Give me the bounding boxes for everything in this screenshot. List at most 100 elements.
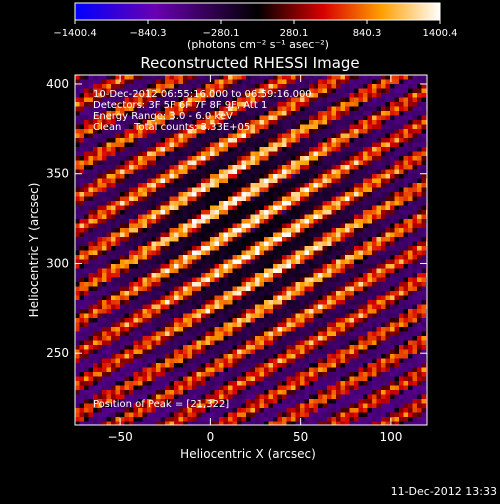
heatmap-cell: [368, 201, 373, 206]
heatmap-cell: [368, 170, 373, 175]
heatmap-cell: [170, 138, 175, 143]
heatmap-cell: [314, 111, 319, 116]
heatmap-cell: [75, 188, 80, 193]
heatmap-cell: [422, 224, 427, 229]
heatmap-cell: [332, 278, 337, 283]
heatmap-cell: [282, 309, 287, 314]
heatmap-cell: [116, 255, 121, 260]
heatmap-cell: [318, 93, 323, 98]
heatmap-cell: [165, 237, 170, 242]
heatmap-cell: [102, 206, 107, 211]
heatmap-cell: [408, 138, 413, 143]
heatmap-cell: [278, 165, 283, 170]
heatmap-cell: [246, 80, 251, 85]
heatmap-cell: [296, 138, 301, 143]
heatmap-cell: [386, 98, 391, 103]
heatmap-cell: [408, 282, 413, 287]
heatmap-cell: [399, 75, 404, 80]
heatmap-cell: [278, 183, 283, 188]
heatmap-cell: [228, 300, 233, 305]
heatmap-cell: [291, 282, 296, 287]
heatmap-cell: [215, 318, 220, 323]
heatmap-cell: [345, 152, 350, 157]
heatmap-cell: [80, 75, 85, 80]
heatmap-cell: [354, 309, 359, 314]
heatmap-cell: [408, 336, 413, 341]
heatmap-cell: [422, 336, 427, 341]
heatmap-cell: [305, 147, 310, 152]
heatmap-cell: [336, 134, 341, 139]
heatmap-cell: [377, 255, 382, 260]
heatmap-cell: [120, 318, 125, 323]
heatmap-cell: [273, 255, 278, 260]
heatmap-cell: [408, 287, 413, 292]
heatmap-cell: [75, 197, 80, 202]
heatmap-cell: [179, 332, 184, 337]
heatmap-cell: [341, 161, 346, 166]
heatmap-cell: [102, 350, 107, 355]
heatmap-cell: [138, 143, 143, 148]
heatmap-cell: [255, 143, 260, 148]
heatmap-cell: [318, 165, 323, 170]
heatmap-cell: [323, 93, 328, 98]
heatmap-cell: [381, 179, 386, 184]
heatmap-cell: [228, 341, 233, 346]
heatmap-cell: [341, 219, 346, 224]
heatmap-cell: [188, 278, 193, 283]
heatmap-cell: [309, 152, 314, 157]
heatmap-cell: [368, 228, 373, 233]
heatmap-cell: [152, 354, 157, 359]
heatmap-cell: [152, 183, 157, 188]
heatmap-cell: [368, 246, 373, 251]
heatmap-cell: [192, 183, 197, 188]
heatmap-cell: [327, 75, 332, 80]
heatmap-cell: [269, 192, 274, 197]
heatmap-cell: [179, 318, 184, 323]
heatmap-cell: [255, 152, 260, 157]
heatmap-cell: [116, 143, 121, 148]
heatmap-cell: [219, 264, 224, 269]
heatmap-cell: [183, 246, 188, 251]
heatmap-cell: [260, 345, 265, 350]
heatmap-cell: [404, 309, 409, 314]
heatmap-cell: [273, 300, 278, 305]
heatmap-cell: [390, 179, 395, 184]
heatmap-cell: [134, 179, 139, 184]
heatmap-cell: [305, 291, 310, 296]
heatmap-cell: [143, 255, 148, 260]
heatmap-cell: [273, 224, 278, 229]
heatmap-cell: [413, 138, 418, 143]
heatmap-cell: [345, 350, 350, 355]
heatmap-cell: [417, 210, 422, 215]
heatmap-cell: [219, 165, 224, 170]
heatmap-cell: [309, 350, 314, 355]
heatmap-cell: [192, 305, 197, 310]
heatmap-cell: [287, 242, 292, 247]
heatmap-cell: [422, 75, 427, 80]
heatmap-cell: [183, 273, 188, 278]
heatmap-cell: [345, 354, 350, 359]
heatmap-cell: [102, 278, 107, 283]
heatmap-cell: [111, 179, 116, 184]
heatmap-cell: [422, 125, 427, 130]
heatmap-cell: [120, 291, 125, 296]
heatmap-cell: [300, 188, 305, 193]
heatmap-cell: [75, 156, 80, 161]
heatmap-cell: [170, 219, 175, 224]
heatmap-cell: [224, 318, 229, 323]
heatmap-cell: [372, 282, 377, 287]
heatmap-cell: [417, 84, 422, 89]
heatmap-cell: [359, 80, 364, 85]
heatmap-cell: [116, 296, 121, 301]
heatmap-cell: [345, 264, 350, 269]
heatmap-cell: [300, 161, 305, 166]
heatmap-cell: [161, 264, 166, 269]
heatmap-cell: [354, 143, 359, 148]
heatmap-cell: [129, 228, 134, 233]
heatmap-cell: [93, 228, 98, 233]
heatmap-cell: [417, 215, 422, 220]
heatmap-cell: [287, 107, 292, 112]
heatmap-cell: [215, 282, 220, 287]
heatmap-cell: [413, 264, 418, 269]
heatmap-cell: [377, 84, 382, 89]
